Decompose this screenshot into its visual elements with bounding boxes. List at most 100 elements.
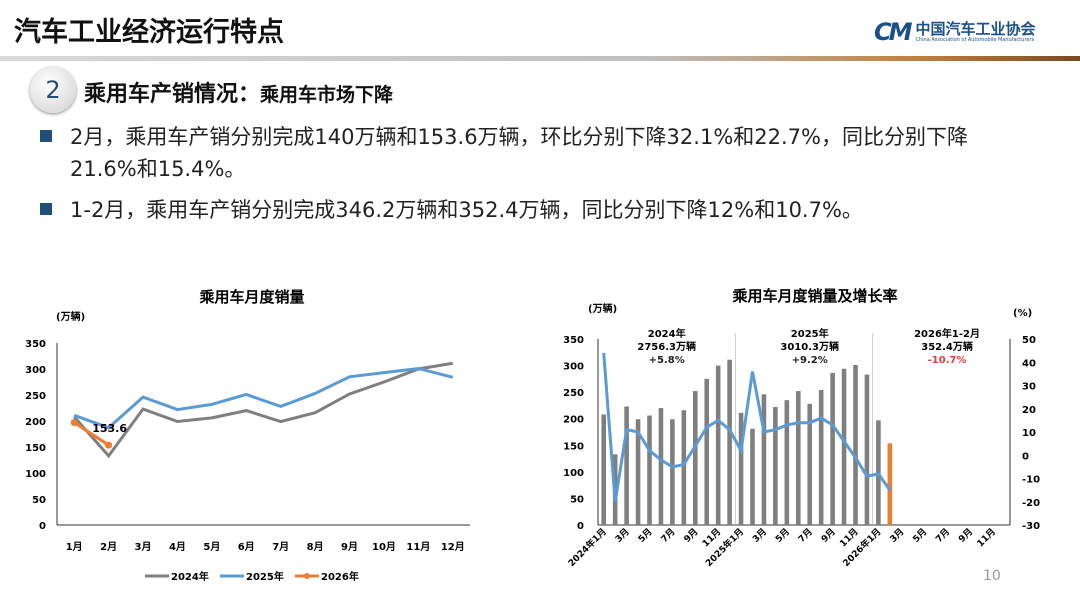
chart1-x-tick: 5月: [203, 541, 220, 553]
chart2-title: 乘用车月度销量及增长率: [731, 287, 897, 305]
chart1-title: 乘用车月度销量: [198, 288, 304, 306]
bullet-square-icon: [40, 203, 52, 215]
chart2-y-tick: 150: [563, 441, 584, 452]
chart1-y-tick: 0: [39, 521, 46, 532]
chart1-x-tick: 1月: [66, 541, 83, 553]
bullet-1-text-cont: 21.6%和15.4%。: [70, 157, 246, 181]
chart2-annotation-year: 2026年1-2月: [914, 327, 980, 340]
chart1-series-line-2024年: [73, 361, 454, 459]
chart1-x-tick: 11月: [406, 541, 430, 553]
chart1-x-tick: 2月: [100, 541, 117, 553]
chart2-y-tick: 300: [563, 362, 584, 373]
chart2-bar: [635, 419, 641, 525]
chart2-bar: [624, 406, 629, 525]
chart2-y2-tick: -10: [1022, 475, 1040, 486]
chart1-series-line-2026年: [73, 421, 110, 447]
page-number: 10: [983, 568, 1001, 584]
chart2-bar: [853, 365, 858, 525]
header-divider: [0, 56, 1080, 61]
chart2-y-tick: 250: [563, 388, 584, 399]
chart2-x-tick: 3月: [613, 526, 632, 545]
chart1-y-tick: 200: [25, 417, 46, 428]
chart2-growth-line: [602, 352, 892, 502]
chart1-x-tick: 8月: [307, 541, 324, 553]
chart2-bar: [692, 391, 698, 525]
chart2-x-tick: 9月: [819, 526, 838, 545]
chart1-y-tick: 250: [25, 391, 46, 402]
slide-title: 汽车工业经济运行特点: [14, 17, 284, 48]
chart2-annotation-rate: -10.7%: [928, 355, 967, 366]
bullet-square-icon: [40, 130, 52, 142]
chart2-bar: [864, 374, 870, 525]
chart1-y-tick: 350: [25, 339, 46, 350]
bullet-1-text: 2月，乘用车产销分别完成140万辆和153.6万辆，环比分别下降32.1%和22…: [70, 125, 968, 149]
chart2-x-tick: 2024年1月: [565, 526, 608, 569]
section-title-main: 乘用车产销情况：: [84, 82, 261, 107]
chart2-bar: [841, 368, 847, 525]
chart2-bar: [715, 365, 721, 525]
section-title: 乘用车产销情况：乘用车市场下降: [84, 76, 393, 108]
chart1-point: [70, 419, 78, 427]
chart2-bar: [727, 359, 732, 525]
bullet-1: 2月，乘用车产销分别完成140万辆和153.6万辆，环比分别下降32.1%和22…: [40, 121, 1050, 185]
chart2-y2-tick: -30: [1022, 521, 1040, 532]
chart1-y-tick: 50: [32, 495, 46, 506]
chart2-x-tick: 7月: [796, 526, 815, 545]
chart1-x-tick: 6月: [238, 541, 255, 553]
chart2-y-tick: 200: [563, 415, 584, 426]
bullet-2-text: 1-2月，乘用车产销分别完成346.2万辆和352.4万辆，同比分别下降12%和…: [70, 198, 863, 222]
chart1-point: [105, 441, 113, 449]
chart2-y2-tick: 30: [1022, 382, 1036, 393]
chart2-x-tick: 3月: [888, 526, 907, 545]
chart2-y2-tick: 10: [1022, 428, 1036, 439]
chart1-data-label: 153.6: [92, 422, 127, 435]
section-subtitle: 乘用车市场下降: [260, 84, 394, 106]
chart2-bar: [658, 408, 664, 525]
chart2-bar: [887, 443, 893, 525]
chart1-y-tick: 100: [25, 469, 46, 480]
chart2-annotation-total: 2756.3万辆: [637, 340, 696, 353]
chart2-y2-tick: -20: [1022, 498, 1040, 509]
chart1-legend-label: 2024年: [171, 570, 209, 583]
chart2-x-tick: 9月: [682, 526, 701, 545]
chart2-y-tick: 350: [563, 335, 584, 346]
chart2-bar: [830, 373, 835, 525]
chart2-bar: [681, 410, 687, 525]
section-number: 2: [30, 67, 76, 113]
bullet-2: 1-2月，乘用车产销分别完成346.2万辆和352.4万辆，同比分别下降12%和…: [40, 194, 1050, 226]
chart2-x-tick: 11月: [975, 526, 998, 549]
chart1-x-tick: 9月: [341, 541, 358, 553]
chart2-annotation-total: 352.4万辆: [921, 340, 973, 353]
chart2-bar: [795, 391, 801, 525]
logo-text: 中国汽车工业协会: [915, 20, 1036, 38]
chart2-bar: [704, 378, 710, 525]
chart2-annotation-year: 2025年: [791, 327, 829, 340]
chart1-y-tick: 150: [25, 443, 46, 454]
chart2-bar: [773, 407, 778, 525]
chart2-bar: [601, 414, 607, 525]
chart2-bar: [750, 428, 755, 525]
caam-logo-mark: CM: [874, 18, 912, 46]
chart1-legend-label: 2026年: [321, 570, 359, 583]
chart2-x-tick: 5月: [911, 526, 930, 545]
chart1-x-tick: 7月: [272, 541, 289, 553]
chart2-annotation-rate: +9.2%: [792, 355, 828, 366]
chart2-y-tick: 100: [563, 468, 584, 479]
chart2-x-tick: 7月: [659, 526, 678, 545]
chart1-y-tick: 300: [25, 365, 46, 376]
chart2-annotation-rate: +5.8%: [649, 355, 685, 366]
chart2-annotation-total: 3010.3万辆: [780, 340, 839, 353]
chart1-ylabel: (万辆): [56, 310, 85, 323]
chart2-y2-tick: 40: [1022, 358, 1036, 369]
chart1-x-tick: 10月: [372, 541, 396, 553]
chart2-ylabel: (万辆): [588, 302, 617, 315]
chart2-x-tick: 5月: [773, 526, 792, 545]
caam-logo: CM 中国汽车工业协会 China Association of Automob…: [874, 18, 1036, 46]
chart2-bar: [647, 415, 652, 525]
chart2-x-tick: 9月: [956, 526, 975, 545]
chart1-series-line-2025年: [73, 366, 454, 430]
chart2-bar: [670, 419, 675, 525]
chart2-bar: [738, 412, 744, 525]
chart1-x-tick: 12月: [441, 541, 465, 553]
